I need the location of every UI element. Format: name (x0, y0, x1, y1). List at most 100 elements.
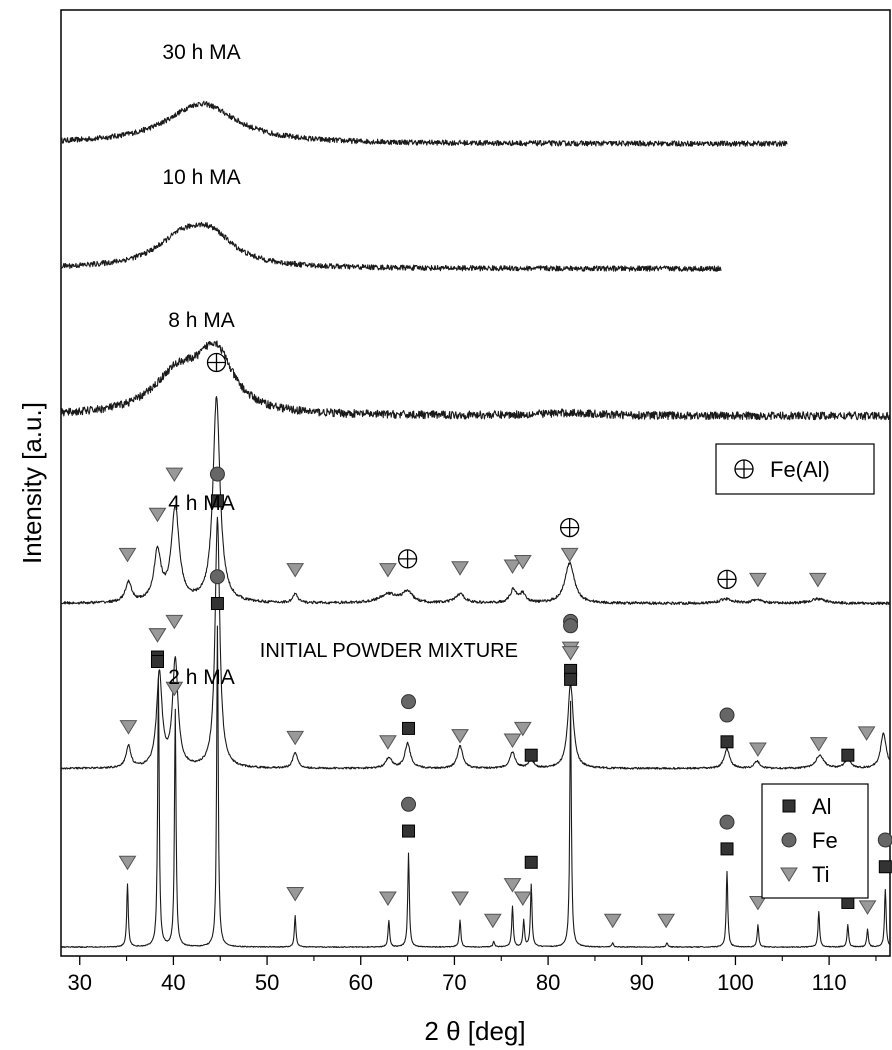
marker-feal-11 (559, 517, 580, 538)
legend-fe-symbol (781, 832, 797, 848)
ti-marker-shape (165, 467, 184, 483)
marker-ti-35 (809, 737, 828, 752)
al-marker-shape (402, 721, 416, 735)
ti-marker-shape (165, 681, 184, 697)
marker-ti-4 (286, 563, 305, 578)
marker-ti-22 (379, 735, 397, 750)
marker-ti-27 (513, 721, 532, 737)
ti-marker-shape (286, 563, 305, 578)
marker-al-32 (720, 735, 734, 749)
al-marker-shape (564, 672, 578, 686)
traces-layer (60, 100, 891, 948)
ti-marker-shape (503, 878, 522, 893)
marker-ti-1 (148, 507, 167, 523)
legend-feal-symbol (734, 459, 754, 479)
curve-label-5: INITIAL POWDER MIXTURE (260, 640, 518, 662)
ti-marker-shape (513, 555, 532, 570)
x-tick-label: 60 (349, 970, 373, 995)
marker-al-42 (210, 596, 224, 610)
trace-4 (60, 516, 891, 770)
plot-frame (60, 9, 891, 957)
marker-ti-38 (118, 855, 137, 871)
marker-al-46 (402, 824, 416, 838)
marker-ti-10 (560, 547, 579, 563)
marker-al-19 (210, 494, 224, 508)
legends-layer: Fe(Al) Al Fe Ti (715, 443, 875, 899)
al-marker-shape (782, 799, 796, 813)
ti-marker-shape (119, 720, 138, 735)
marker-feal-6 (397, 549, 418, 569)
marker-ti-7 (451, 561, 469, 576)
curve-label-1: 10 h MA (162, 166, 240, 189)
ti-marker-shape (561, 646, 580, 661)
al-marker-shape (402, 824, 416, 838)
ti-marker-shape (451, 561, 469, 576)
curve-label-4: 2 h MA (168, 666, 235, 689)
ti-marker-shape (657, 913, 676, 929)
marker-ti-50 (503, 878, 522, 893)
al-marker-shape (720, 735, 734, 749)
fe-marker-shape (401, 796, 417, 812)
marker-ti-44 (286, 887, 305, 902)
ti-marker-shape (857, 726, 876, 741)
marker-ti-60 (749, 895, 767, 911)
al-marker-shape (524, 748, 538, 762)
legend-al-label: Al (812, 794, 832, 819)
x-tick-label: 30 (67, 970, 91, 995)
marker-fe-33 (719, 707, 735, 723)
x-tick-label: 80 (536, 970, 560, 995)
trace-1 (60, 221, 722, 272)
marker-fe-24 (401, 694, 417, 710)
ti-marker-shape (483, 913, 502, 929)
ti-marker-shape (780, 867, 798, 882)
marker-feal-12 (717, 569, 737, 590)
fe-marker-shape (781, 832, 797, 848)
trace-3 (60, 396, 891, 606)
marker-ti-15 (119, 720, 138, 735)
ti-marker-shape (560, 547, 579, 563)
legend-feal-label: Fe(Al) (770, 457, 830, 482)
marker-ti-26 (503, 733, 522, 748)
ti-marker-shape (379, 563, 397, 578)
ti-marker-shape (165, 614, 184, 630)
marker-al-23 (402, 721, 416, 735)
marker-ti-0 (118, 547, 137, 563)
al-marker-shape (841, 748, 855, 762)
legend-al-symbol (782, 799, 796, 813)
marker-ti-51 (513, 891, 532, 906)
x-axis-label: 2 θ [deg] (424, 1016, 525, 1046)
marker-fe-47 (401, 796, 417, 812)
fe-marker-shape (209, 466, 225, 482)
ti-marker-shape (379, 735, 397, 750)
marker-feal-3 (206, 352, 227, 373)
marker-al-53 (564, 672, 578, 686)
al-marker-shape (878, 860, 892, 874)
fe-marker-shape (719, 814, 735, 830)
marker-ti-5 (379, 563, 397, 578)
ti-marker-shape (809, 737, 828, 752)
legend-phases-box (761, 783, 869, 899)
marker-al-58 (720, 842, 734, 856)
ti-marker-shape (118, 547, 137, 563)
x-tick-label: 70 (442, 970, 466, 995)
marker-ti-13 (749, 572, 767, 588)
marker-fe-20 (209, 466, 225, 482)
fe-marker-shape (209, 569, 225, 585)
legend-phases: Al Fe Ti (761, 783, 869, 899)
ti-marker-shape (749, 742, 767, 757)
x-axis: 30 40 50 60 70 80 90 100 110 (67, 956, 877, 995)
marker-ti-25 (451, 729, 469, 744)
marker-al-39 (150, 654, 164, 668)
x-tick-label: 90 (630, 970, 654, 995)
al-marker-shape (210, 494, 224, 508)
marker-ti-21 (286, 730, 305, 746)
marker-al-28 (524, 748, 538, 762)
marker-ti-48 (451, 891, 469, 906)
ti-marker-shape (808, 572, 827, 588)
ti-marker-shape (286, 887, 305, 902)
ti-marker-shape (749, 895, 767, 911)
marker-ti-8 (503, 559, 522, 574)
fe-marker-shape (563, 618, 579, 634)
marker-ti-63 (858, 900, 877, 915)
